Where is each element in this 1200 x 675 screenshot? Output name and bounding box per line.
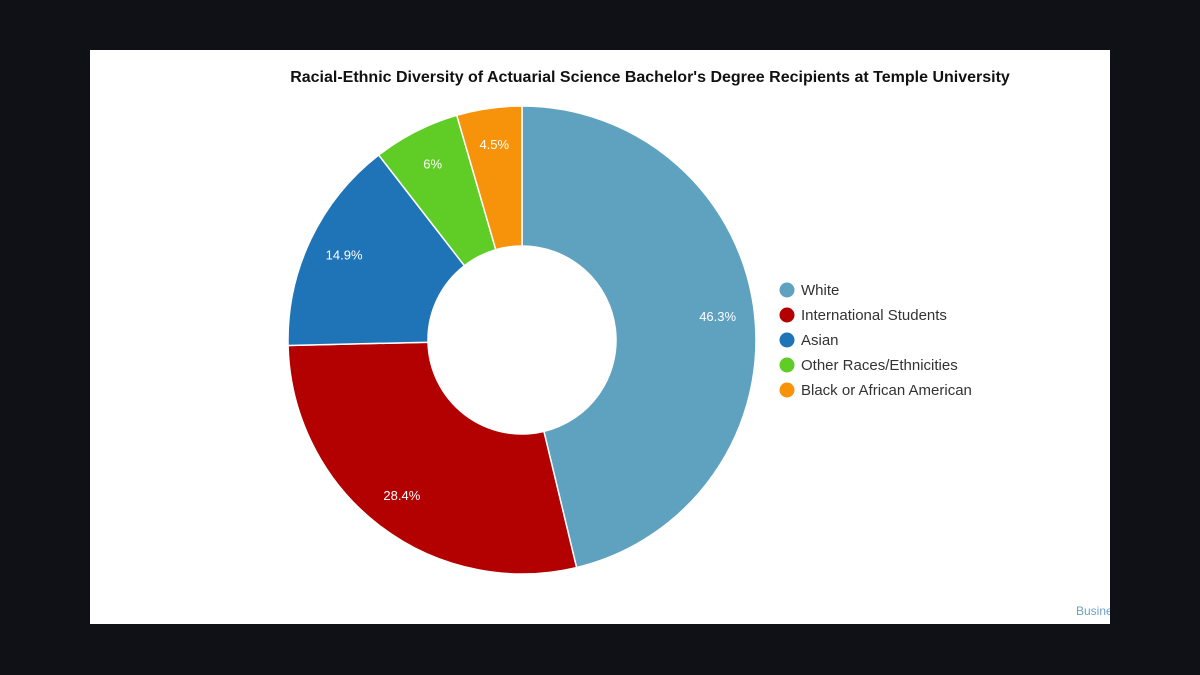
- legend-label-international-students: International Students: [801, 307, 947, 324]
- legend-item-other-races-ethnicities[interactable]: Other Races/Ethnicities: [779, 357, 958, 374]
- slices-group: [287, 105, 757, 575]
- legend-swatch-international-students: [779, 307, 795, 323]
- legend-label-other-races-ethnicities: Other Races/Ethnicities: [801, 357, 958, 374]
- donut-chart: Racial-Ethnic Diversity of Actuarial Sci…: [287, 69, 1110, 618]
- slice-label-white: 46.3%: [699, 309, 736, 324]
- legend-label-asian: Asian: [801, 332, 839, 349]
- legend-label-black-or-african-american: Black or African American: [801, 382, 972, 399]
- legend: White International Students Asian Other Ra…: [779, 282, 972, 399]
- legend-swatch-black-or-african-american: [779, 382, 795, 398]
- legend-item-white[interactable]: White: [779, 282, 840, 299]
- chart-title: Racial-Ethnic Diversity of Actuarial Sci…: [290, 69, 1010, 86]
- legend-item-black-or-african-american[interactable]: Black or African American: [779, 382, 972, 399]
- slice-international-students[interactable]: [287, 341, 578, 575]
- slice-label-black-or-african-american: 4.5%: [479, 137, 509, 152]
- slice-label-other-races-ethnicities: 6%: [423, 156, 442, 171]
- chart-panel: Racial-Ethnic Diversity of Actuarial Sci…: [90, 50, 1110, 624]
- source-credit[interactable]: Busine: [1076, 604, 1110, 618]
- slice-asian[interactable]: [287, 153, 466, 347]
- slice-label-asian: 14.9%: [326, 247, 363, 262]
- legend-item-international-students[interactable]: International Students: [779, 307, 947, 324]
- legend-label-white: White: [801, 282, 839, 299]
- legend-swatch-asian: [779, 332, 795, 348]
- slice-white[interactable]: [521, 105, 757, 569]
- slice-label-international-students: 28.4%: [383, 488, 420, 503]
- legend-swatch-white: [779, 282, 795, 298]
- legend-swatch-other-races-ethnicities: [779, 357, 795, 373]
- slice-labels-group: 46.3% 28.4% 14.9% 6% 4.5%: [326, 137, 737, 503]
- slice-black-or-african-american[interactable]: [455, 105, 523, 251]
- legend-item-asian[interactable]: Asian: [779, 332, 839, 349]
